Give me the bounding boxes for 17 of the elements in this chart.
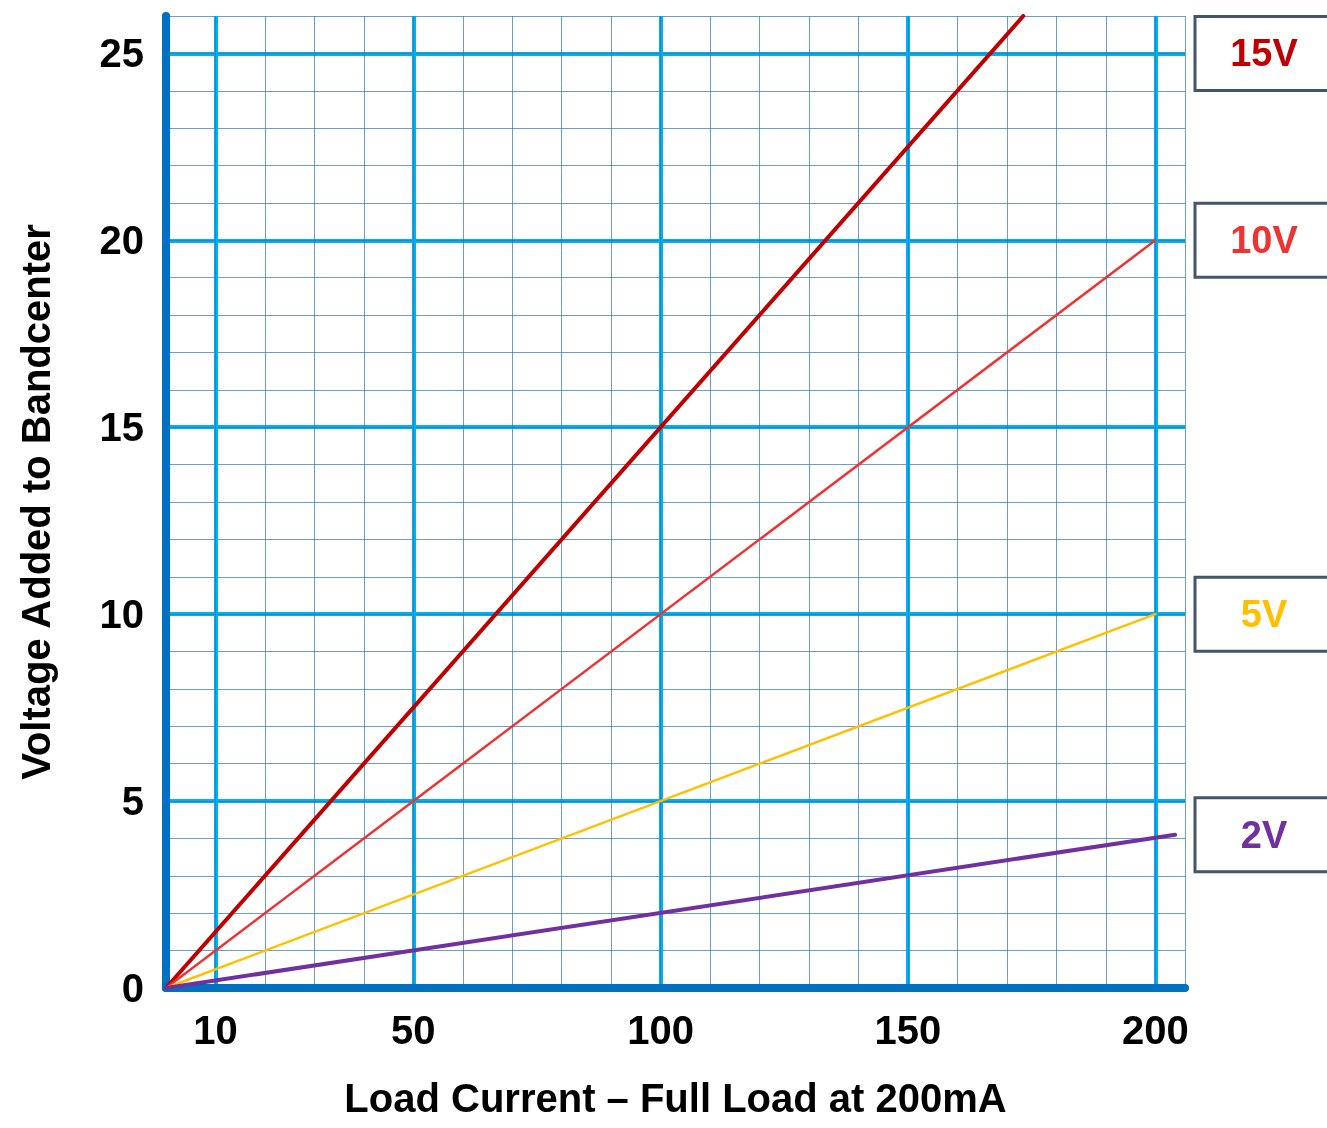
y-tick-label: 15: [99, 405, 144, 450]
x-tick-label: 150: [874, 1008, 942, 1052]
y-tick-label: 20: [99, 218, 144, 263]
text: 15V: [1230, 32, 1299, 75]
x-axis-title: Load Current – Full Load at 200mA: [344, 1076, 1007, 1120]
series-label: 2V: [1240, 813, 1288, 856]
y-tick-label: 25: [99, 31, 144, 76]
x-tick-label: 10: [193, 1008, 238, 1052]
x-tick-label: 50: [391, 1008, 436, 1052]
y-tick-label: 5: [121, 779, 144, 824]
x-tick-label: 200: [1121, 1008, 1189, 1052]
text: 5V: [1240, 593, 1288, 636]
y-axis-title: Voltage Added to Bandcenter: [14, 224, 58, 780]
y-tick-label: 10: [99, 592, 144, 637]
series-label: 10V: [1230, 219, 1299, 262]
x-tick-label: 100: [627, 1008, 695, 1052]
y-tick-label: 0: [121, 966, 144, 1010]
